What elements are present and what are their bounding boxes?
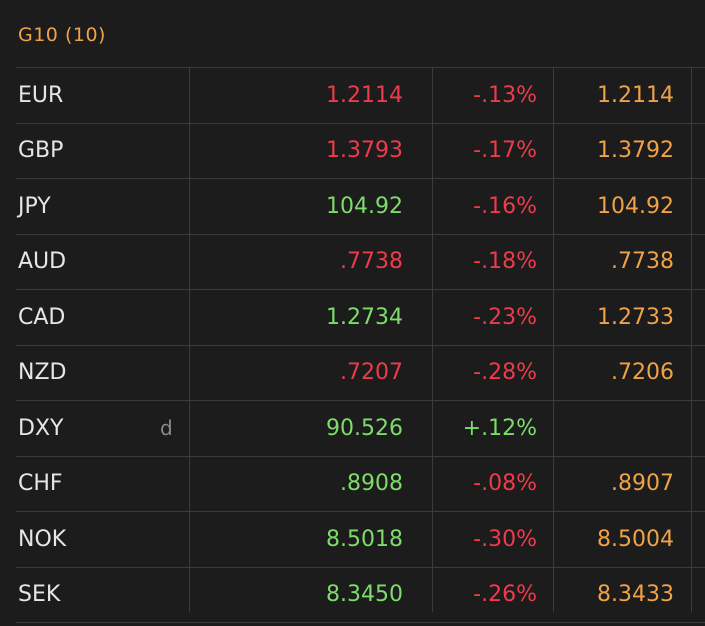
change-cell: +.12% [462, 415, 537, 441]
change-cell: -.08% [473, 471, 537, 497]
last-price-cell: 104.92 [326, 193, 403, 219]
table-row[interactable]: DXY d 90.526 +.12% [16, 401, 705, 457]
table-row[interactable]: CAD 1.2734 -.23% 1.2733 [16, 290, 705, 346]
prev-price-cell: 1.2733 [597, 304, 674, 330]
change-cell: -.28% [473, 360, 537, 386]
prev-price-cell: 1.3792 [597, 138, 674, 164]
prev-price-cell: 8.3433 [597, 582, 674, 608]
prev-price-cell: 1.2114 [597, 82, 674, 108]
table-row[interactable]: GBP 1.3793 -.17% 1.3792 [16, 124, 705, 179]
last-price-cell: .7738 [340, 249, 403, 275]
symbol-cell: NZD [18, 360, 67, 386]
table-row[interactable]: NOK 8.5018 -.30% 8.5004 [16, 512, 705, 568]
change-cell: -.23% [473, 304, 537, 330]
prev-price-cell: 8.5004 [597, 526, 674, 552]
change-cell: -.26% [473, 582, 537, 608]
last-price-cell: 8.3450 [326, 582, 403, 608]
column-divider [189, 67, 190, 612]
table-row[interactable]: AUD .7738 -.18% .7738 [16, 235, 705, 290]
flag-cell: d [160, 416, 173, 441]
last-price-cell: 1.3793 [326, 138, 403, 164]
column-divider [691, 67, 692, 612]
change-cell: -.13% [473, 82, 537, 108]
prev-price-cell: .8907 [611, 471, 674, 497]
symbol-cell: CAD [18, 304, 66, 330]
prev-price-cell: 104.92 [597, 193, 674, 219]
symbol-cell: NOK [18, 526, 67, 552]
table-row[interactable]: SEK 8.3450 -.26% 8.3433 [16, 568, 705, 623]
prev-price-cell: .7738 [611, 249, 674, 275]
column-divider [553, 67, 554, 612]
table-row[interactable]: NZD .7207 -.28% .7206 [16, 346, 705, 401]
symbol-cell: DXY [18, 415, 64, 441]
change-cell: -.17% [473, 138, 537, 164]
symbol-cell: JPY [18, 193, 51, 219]
table-row[interactable]: JPY 104.92 -.16% 104.92 [16, 179, 705, 235]
change-cell: -.16% [473, 193, 537, 219]
prev-price-cell: .7206 [611, 360, 674, 386]
symbol-cell: CHF [18, 471, 63, 497]
group-title: G10 (10) [18, 24, 106, 46]
table-row[interactable]: CHF .8908 -.08% .8907 [16, 457, 705, 512]
column-divider [432, 67, 433, 612]
quote-table: EUR 1.2114 -.13% 1.2114 GBP 1.3793 -.17%… [16, 67, 705, 623]
symbol-cell: EUR [18, 82, 64, 108]
change-cell: -.30% [473, 526, 537, 552]
change-cell: -.18% [473, 249, 537, 275]
symbol-cell: AUD [18, 249, 67, 275]
symbol-cell: SEK [18, 582, 61, 608]
last-price-cell: 90.526 [326, 415, 403, 441]
table-row[interactable]: EUR 1.2114 -.13% 1.2114 [16, 68, 705, 124]
last-price-cell: 1.2114 [326, 82, 403, 108]
last-price-cell: .8908 [340, 471, 403, 497]
symbol-cell: GBP [18, 138, 64, 164]
last-price-cell: .7207 [340, 360, 403, 386]
last-price-cell: 1.2734 [326, 304, 403, 330]
last-price-cell: 8.5018 [326, 526, 403, 552]
